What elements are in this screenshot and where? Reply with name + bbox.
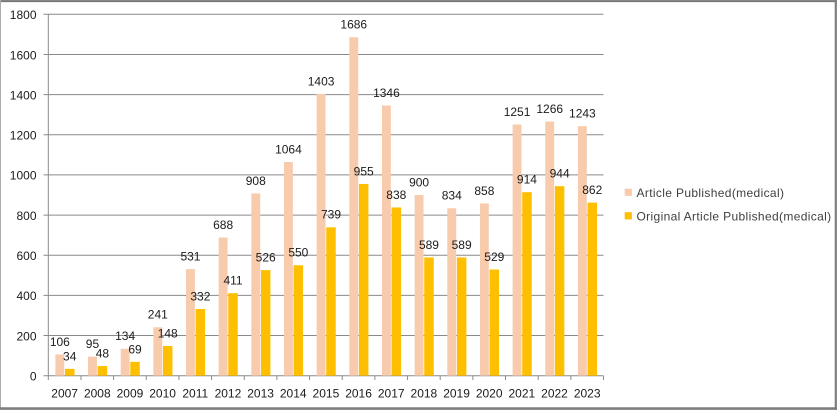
svg-text:1251: 1251 bbox=[504, 105, 531, 119]
svg-text:739: 739 bbox=[321, 208, 341, 222]
svg-text:241: 241 bbox=[148, 308, 168, 322]
svg-text:148: 148 bbox=[158, 326, 178, 340]
svg-text:2014: 2014 bbox=[280, 387, 307, 401]
svg-text:1243: 1243 bbox=[569, 107, 596, 121]
svg-text:200: 200 bbox=[16, 329, 36, 343]
svg-text:1064: 1064 bbox=[275, 142, 302, 156]
svg-text:589: 589 bbox=[452, 238, 472, 252]
svg-text:2023: 2023 bbox=[574, 387, 601, 401]
svg-text:862: 862 bbox=[582, 183, 602, 197]
svg-text:2019: 2019 bbox=[443, 387, 470, 401]
svg-text:2010: 2010 bbox=[149, 387, 176, 401]
svg-text:2020: 2020 bbox=[476, 387, 503, 401]
svg-text:2015: 2015 bbox=[313, 387, 340, 401]
svg-text:900: 900 bbox=[409, 175, 429, 189]
svg-text:2011: 2011 bbox=[182, 387, 208, 401]
svg-text:834: 834 bbox=[442, 189, 462, 203]
svg-text:1600: 1600 bbox=[10, 48, 37, 62]
svg-text:2016: 2016 bbox=[345, 387, 372, 401]
svg-text:838: 838 bbox=[386, 188, 406, 202]
svg-text:589: 589 bbox=[419, 238, 439, 252]
svg-text:2008: 2008 bbox=[84, 387, 111, 401]
svg-text:106: 106 bbox=[50, 335, 70, 349]
svg-text:134: 134 bbox=[115, 329, 135, 343]
svg-text:1266: 1266 bbox=[536, 102, 563, 116]
svg-text:Article Published(medical): Article Published(medical) bbox=[637, 186, 785, 200]
svg-text:48: 48 bbox=[96, 346, 110, 360]
svg-text:Original Article Published(med: Original Article Published(medical) bbox=[637, 210, 832, 224]
svg-text:0: 0 bbox=[30, 370, 37, 384]
svg-text:34: 34 bbox=[63, 349, 77, 363]
svg-text:1400: 1400 bbox=[10, 88, 37, 102]
svg-text:2012: 2012 bbox=[215, 387, 242, 401]
svg-text:955: 955 bbox=[354, 164, 374, 178]
svg-text:2021: 2021 bbox=[508, 387, 535, 401]
svg-text:531: 531 bbox=[180, 249, 200, 263]
svg-text:914: 914 bbox=[517, 173, 537, 187]
svg-text:688: 688 bbox=[213, 218, 233, 232]
svg-text:1403: 1403 bbox=[308, 74, 335, 88]
svg-text:2022: 2022 bbox=[541, 387, 568, 401]
svg-text:2013: 2013 bbox=[247, 387, 274, 401]
svg-text:69: 69 bbox=[128, 342, 142, 356]
svg-text:600: 600 bbox=[16, 249, 36, 263]
svg-text:526: 526 bbox=[256, 250, 276, 264]
svg-text:2017: 2017 bbox=[378, 387, 405, 401]
svg-text:2018: 2018 bbox=[411, 387, 438, 401]
svg-text:800: 800 bbox=[16, 209, 36, 223]
svg-text:1000: 1000 bbox=[10, 169, 37, 183]
svg-text:1800: 1800 bbox=[10, 8, 37, 22]
svg-text:1200: 1200 bbox=[10, 129, 37, 143]
svg-text:95: 95 bbox=[86, 337, 100, 351]
svg-text:1686: 1686 bbox=[340, 18, 367, 32]
svg-text:529: 529 bbox=[484, 250, 504, 264]
svg-text:400: 400 bbox=[16, 289, 36, 303]
svg-text:1346: 1346 bbox=[373, 86, 400, 100]
svg-text:2007: 2007 bbox=[51, 387, 78, 401]
svg-text:944: 944 bbox=[550, 167, 570, 181]
svg-text:2009: 2009 bbox=[117, 387, 144, 401]
svg-text:332: 332 bbox=[190, 289, 210, 303]
svg-text:411: 411 bbox=[223, 274, 242, 288]
svg-text:550: 550 bbox=[288, 246, 308, 260]
svg-text:858: 858 bbox=[474, 184, 494, 198]
svg-text:908: 908 bbox=[246, 174, 266, 188]
